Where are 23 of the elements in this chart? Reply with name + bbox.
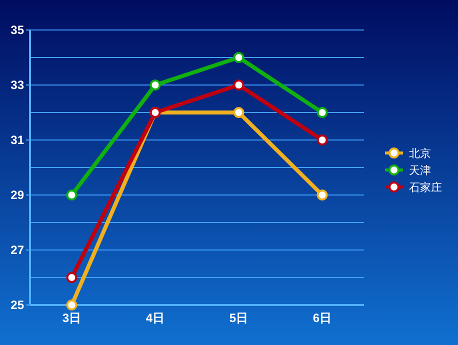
y-tick-label: 25	[10, 298, 24, 312]
legend-label: 石家庄	[409, 181, 442, 194]
x-tick-label: 5日	[229, 311, 248, 325]
point	[233, 107, 244, 118]
y-tick-label: 31	[10, 133, 24, 147]
point	[66, 190, 78, 200]
point	[233, 80, 244, 90]
legend-label: 北京	[409, 147, 431, 160]
point	[150, 80, 161, 90]
x-tick-label: 4日	[146, 311, 165, 325]
point	[316, 190, 328, 200]
point	[66, 300, 78, 310]
y-tick-label: 27	[10, 243, 24, 257]
y-tick-label: 35	[10, 23, 24, 37]
point	[316, 107, 328, 118]
point	[316, 134, 328, 146]
y-tick-label: 29	[10, 188, 24, 202]
point	[233, 52, 244, 63]
x-tick-label: 3日	[62, 311, 82, 325]
y-tick-label: 33	[10, 78, 24, 92]
x-tick-label: 6日	[312, 311, 332, 325]
point	[66, 272, 78, 283]
legend-label: 天津	[409, 164, 431, 177]
